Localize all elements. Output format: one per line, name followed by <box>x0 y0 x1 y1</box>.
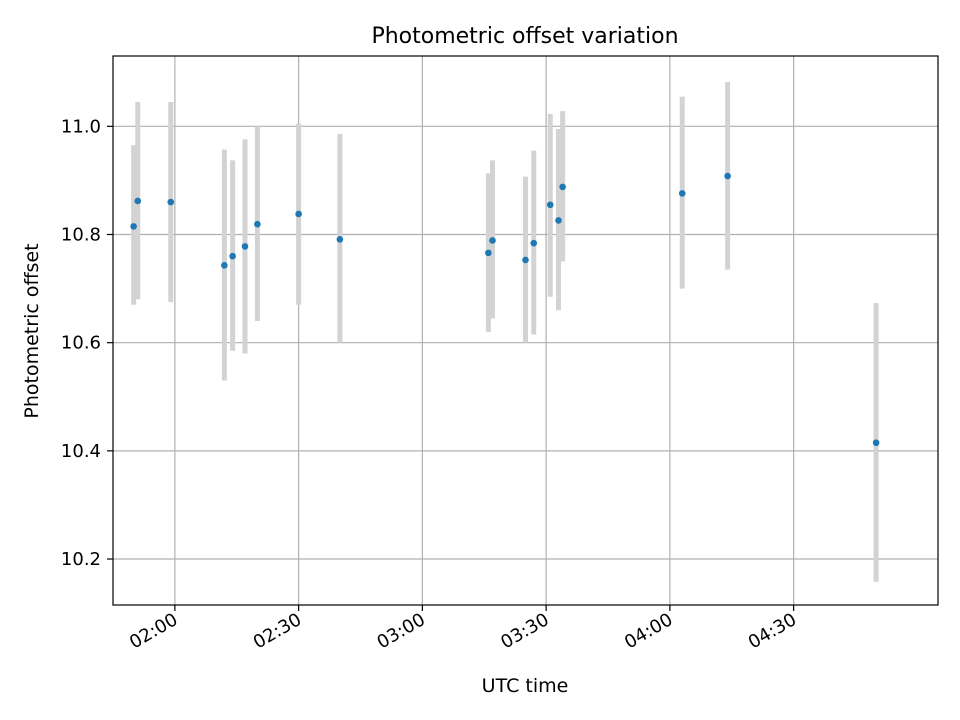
y-axis-ticks: 10.2 10.4 10.6 10.8 11.0 <box>61 116 113 570</box>
data-point <box>489 237 496 244</box>
data-point <box>530 239 538 247</box>
data-point <box>295 210 302 218</box>
data-point <box>167 198 175 206</box>
y-tick-label: 10.8 <box>61 224 101 245</box>
data-point <box>724 172 731 180</box>
y-axis-label: Photometric offset <box>21 243 43 418</box>
y-tick-label: 10.6 <box>61 333 101 354</box>
data-points <box>130 172 880 447</box>
data-point <box>241 243 249 250</box>
data-point <box>229 252 236 260</box>
data-point <box>555 217 562 224</box>
data-point <box>130 223 137 230</box>
data-point <box>559 183 566 191</box>
data-point <box>546 201 554 209</box>
data-point <box>134 197 142 205</box>
x-axis-label: UTC time <box>482 675 569 697</box>
data-point <box>872 439 880 447</box>
data-point <box>485 249 492 257</box>
chart-title: Photometric offset variation <box>371 24 678 49</box>
data-point <box>336 236 344 243</box>
y-tick-label: 10.2 <box>61 549 101 570</box>
data-point <box>221 262 228 269</box>
data-point <box>522 256 529 264</box>
y-tick-label: 11.0 <box>61 116 101 137</box>
data-point <box>254 220 261 228</box>
y-tick-label: 10.4 <box>61 441 101 462</box>
data-point <box>678 190 686 197</box>
plot-frame <box>112 55 939 606</box>
